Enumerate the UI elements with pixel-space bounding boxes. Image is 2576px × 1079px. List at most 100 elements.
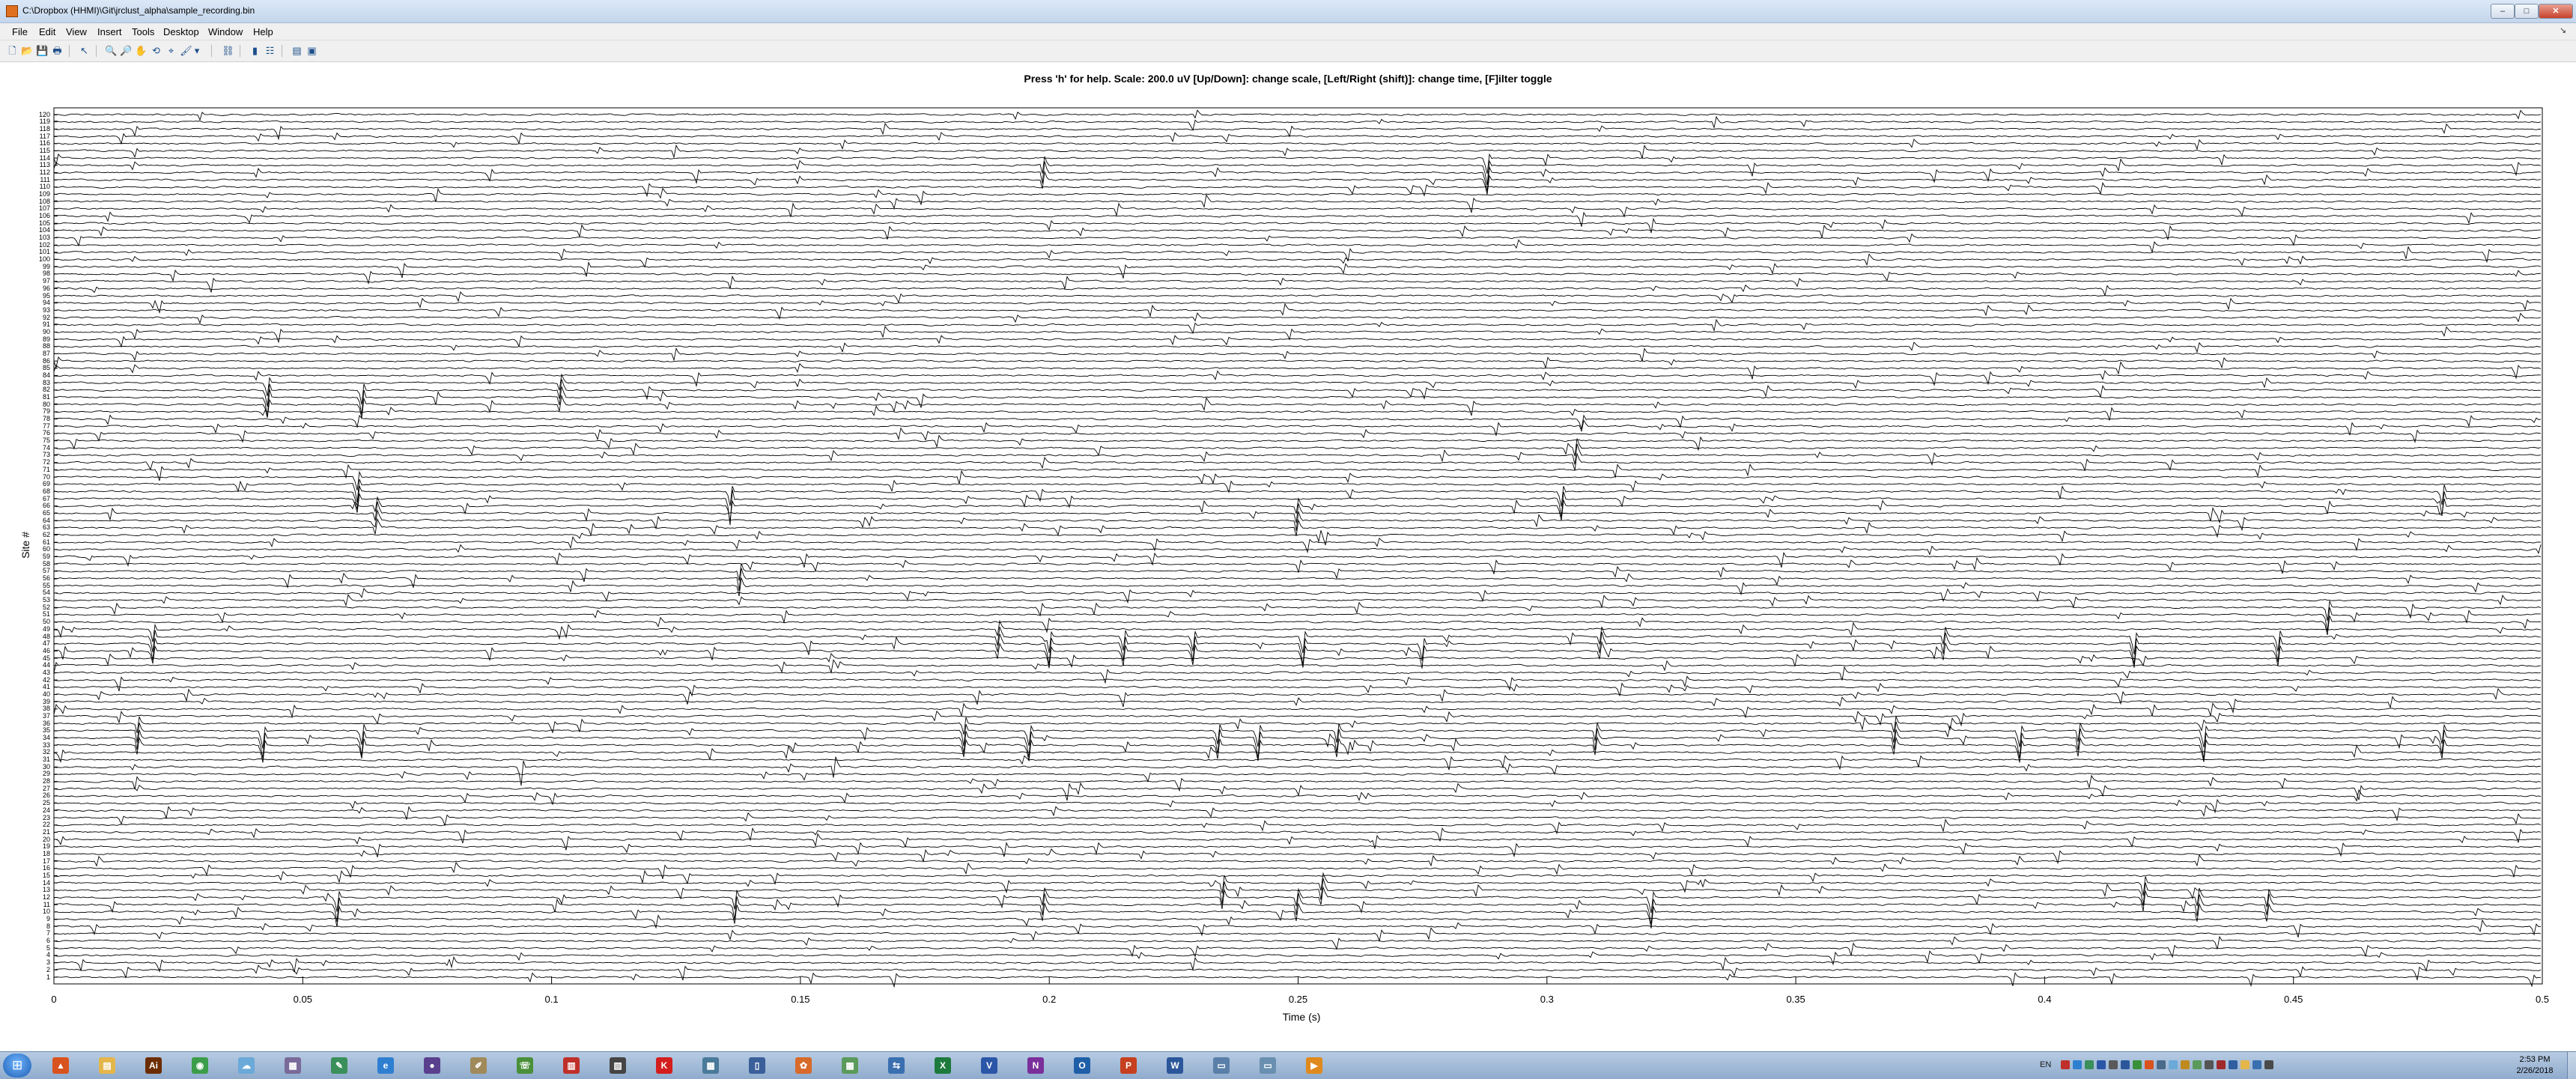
y-tick-label: 100 [38,255,50,264]
word-taskbar-button[interactable]: W [1161,1055,1189,1076]
figure-canvas[interactable]: Press 'h' for help. Scale: 200.0 uV [Up/… [0,62,2576,1051]
onenote-taskbar-button[interactable]: N [1021,1055,1050,1076]
acrobat-tray-icon[interactable] [2061,1060,2070,1069]
outlook-icon: O [1074,1057,1090,1074]
illustrator-taskbar-button[interactable]: Ai [139,1055,168,1076]
show-plot-tools-icon[interactable]: ▣ [307,45,317,56]
media-app-taskbar-button[interactable]: ● [418,1055,446,1076]
visio-taskbar-button[interactable]: V [975,1055,1003,1076]
disk-tray-icon[interactable] [2229,1060,2238,1069]
internet-explorer-taskbar-button[interactable]: e [371,1055,400,1076]
y-tick-label: 4 [46,951,50,959]
zoom-out-icon[interactable]: 🔎 [120,45,133,56]
matlab-taskbar-button[interactable]: ▲ [46,1055,75,1076]
dock-figure-icon[interactable]: ↘ [2560,26,2567,35]
edit-plot-arrow-icon[interactable]: ↖ [80,45,88,56]
windows-logo-icon: ⊞ [12,1058,23,1072]
network-tray-icon[interactable] [2157,1060,2166,1069]
security-tray-icon[interactable] [2133,1060,2142,1069]
trace-site-24 [53,804,2542,822]
battery-tray-icon[interactable] [2193,1060,2202,1069]
pan-hand-icon[interactable]: ✋ [135,45,148,56]
menu-file[interactable]: File [12,26,28,37]
open-file-icon[interactable]: 📂 [21,45,34,56]
library-taskbar-button[interactable]: ▯ [743,1055,771,1076]
brush-dropdown-icon[interactable]: ▾ [194,45,200,56]
insert-legend-icon[interactable]: ☷ [265,45,275,56]
phone-taskbar-button[interactable]: ☏ [511,1055,539,1076]
scanner-taskbar-button[interactable]: ▦ [279,1055,307,1076]
traces-plot[interactable] [0,62,2576,1051]
remote-taskbar-button[interactable]: ⇆ [882,1055,911,1076]
update-tray-icon[interactable] [2181,1060,2190,1069]
display-tray-icon[interactable] [2121,1060,2130,1069]
bookshelf-taskbar-button[interactable]: ▧ [604,1055,632,1076]
link-plot-icon[interactable]: ⛓ [222,45,234,56]
menu-view[interactable]: View [66,26,87,37]
excel-icon: X [935,1057,951,1074]
clock-date[interactable]: 2/26/2018 [2516,1066,2554,1075]
printer-tray-icon[interactable] [2109,1060,2118,1069]
hide-plot-tools-icon[interactable]: ▤ [292,45,302,56]
antivirus-tray-icon[interactable] [2217,1060,2226,1069]
sync-tray-icon[interactable] [2085,1060,2094,1069]
folder-window-taskbar-button[interactable]: ▭ [1254,1055,1282,1076]
network-tool-taskbar-button[interactable]: ☁ [232,1055,261,1076]
dropbox-tray-icon[interactable] [2073,1060,2082,1069]
onenote-icon: N [1027,1057,1044,1074]
rotate-3d-icon[interactable]: ⟲ [152,45,160,56]
y-tick-label: 119 [39,118,50,126]
trace-site-48 [53,626,2542,654]
notepad-taskbar-button[interactable]: ✎ [325,1055,353,1076]
insert-colorbar-icon[interactable]: ▮ [252,45,258,56]
trace-site-94 [53,297,2542,314]
start-button[interactable]: ⊞ [3,1054,31,1078]
window-title-bar[interactable]: C:\Dropbox (HHMI)\Git\jrclust_alpha\samp… [0,0,2576,23]
y-tick-label: 17 [42,857,50,865]
new-figure-icon[interactable]: 🗋 [8,45,16,56]
language-indicator[interactable]: EN [2040,1060,2052,1069]
menu-help[interactable]: Help [253,26,273,37]
data-cursor-icon[interactable]: ⌖ [168,45,174,56]
flag-tray-icon[interactable] [2241,1060,2250,1069]
menu-window[interactable]: Window [208,26,243,37]
print-icon[interactable]: 🖶 [52,45,62,56]
maximize-button[interactable]: □ [2515,4,2539,19]
y-tick-label: 31 [42,756,50,764]
vlc-taskbar-button[interactable]: ▶ [1300,1055,1328,1076]
figure-window-taskbar-button[interactable]: ▭ [1207,1055,1236,1076]
save-icon[interactable]: 💾 [36,45,49,56]
paint-taskbar-button[interactable]: ✐ [464,1055,493,1076]
bluetooth-tray-icon[interactable] [2097,1060,2106,1069]
chrome-taskbar-button[interactable]: ◉ [186,1055,214,1076]
clock-time[interactable]: 2:53 PM [2519,1055,2551,1064]
zoom-in-icon[interactable]: 🔍 [105,45,118,56]
trace-site-10 [53,902,2542,928]
menu-edit[interactable]: Edit [39,26,56,37]
app-tray-icon[interactable] [2145,1060,2154,1069]
usb-tray-icon[interactable] [2205,1060,2214,1069]
calculator-taskbar-button[interactable]: ▦ [696,1055,725,1076]
books-taskbar-button[interactable]: ▥ [557,1055,586,1076]
minimize-button[interactable]: – [2491,4,2515,19]
y-tick-label: 38 [42,705,50,713]
trace-site-49 [53,619,2542,642]
close-button[interactable]: ✕ [2539,4,2573,19]
y-tick-label: 72 [42,458,50,466]
cloud-tray-icon[interactable] [2169,1060,2178,1069]
k-app-taskbar-button[interactable]: K [650,1055,678,1076]
map-app-taskbar-button[interactable]: ▩ [836,1055,864,1076]
color-app-taskbar-button[interactable]: ✿ [789,1055,818,1076]
signal-tray-icon[interactable] [2253,1060,2261,1069]
file-explorer-taskbar-button[interactable]: ▤ [93,1055,121,1076]
menu-desktop[interactable]: Desktop [163,26,199,37]
menu-tools[interactable]: Tools [132,26,155,37]
show-desktop-button[interactable] [2567,1052,2576,1079]
trace-site-1 [53,972,2542,988]
brush-icon[interactable]: 🖌 [180,45,192,56]
outlook-taskbar-button[interactable]: O [1068,1055,1096,1076]
menu-insert[interactable]: Insert [97,26,122,37]
volume-tray-icon[interactable] [2264,1060,2273,1069]
excel-taskbar-button[interactable]: X [929,1055,957,1076]
powerpoint-taskbar-button[interactable]: P [1114,1055,1143,1076]
